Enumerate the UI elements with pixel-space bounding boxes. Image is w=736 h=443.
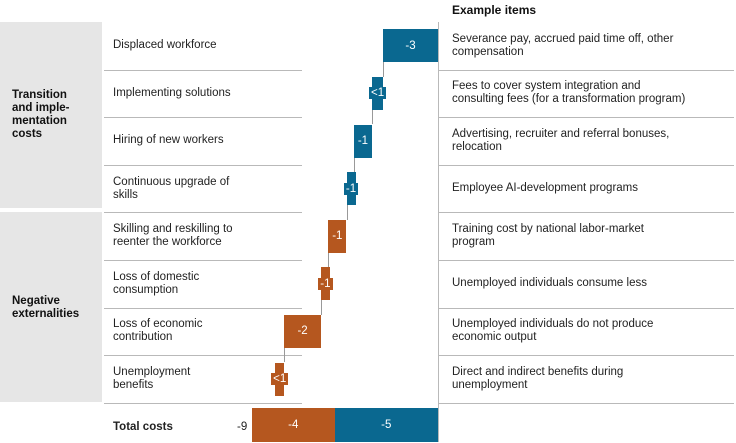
- waterfall-bar: -2: [284, 314, 321, 348]
- group-label-externalities: Negative externalities: [12, 295, 80, 320]
- connector-line: [372, 109, 374, 125]
- example-item: Employee AI-development programs: [452, 165, 727, 213]
- row-label-line: Loss of economic: [113, 318, 203, 331]
- waterfall-bar: <1: [369, 76, 387, 110]
- example-item: Unemployed individuals do not produce eco…: [452, 308, 727, 356]
- example-item: Advertising, recruiter and referral bonu…: [452, 117, 727, 165]
- bar-value-label: <1: [271, 373, 289, 385]
- bar-value-label: -2: [295, 325, 310, 338]
- row-label-line: Skilling and reskilling to: [113, 223, 233, 236]
- example-divider: [438, 307, 734, 309]
- example-item-line: Employee AI-development programs: [452, 182, 639, 195]
- row-divider: [104, 307, 302, 309]
- waterfall-bar: -3: [383, 29, 438, 63]
- row-label: Continuous upgrade of skills: [113, 165, 303, 213]
- total-bar-segment: -5: [334, 408, 438, 442]
- group-divider: [104, 212, 302, 214]
- bar-value-label: -1: [343, 182, 359, 195]
- example-item: Severance pay, accrued paid time off, ot…: [452, 22, 727, 70]
- waterfall-bar: -1: [318, 267, 333, 301]
- total-costs-value: -9: [237, 421, 248, 433]
- row-label-line: reenter the workforce: [113, 236, 222, 249]
- row-label: Hiring of new workers: [113, 117, 303, 165]
- example-items-header: Example items: [452, 3, 537, 17]
- example-divider: [438, 355, 734, 357]
- example-item-line: Unemployed individuals do not produce: [452, 318, 654, 331]
- example-item: Unemployed individuals consume less: [452, 260, 727, 308]
- example-divider: [438, 69, 734, 71]
- bar-value-label: <1: [369, 87, 387, 100]
- bar-value-label: -3: [403, 39, 418, 52]
- row-divider: [104, 117, 302, 119]
- connector-line: [346, 205, 348, 220]
- example-item-line: unemployment: [452, 378, 528, 391]
- row-label-line: Displaced workforce: [113, 39, 217, 52]
- example-item-line: relocation: [452, 140, 502, 153]
- example-divider: [438, 212, 734, 214]
- row-label-line: Unemployment: [113, 365, 191, 378]
- row-label-line: Continuous upgrade of: [113, 175, 230, 188]
- row-label: Implementing solutions: [113, 70, 303, 118]
- example-item: Direct and indirect benefits during unemp…: [452, 355, 727, 403]
- total-divider: [104, 403, 302, 404]
- connector-line: [320, 300, 322, 315]
- example-item-line: Severance pay, accrued paid time off, ot…: [452, 32, 674, 45]
- row-label-line: Hiring of new workers: [113, 134, 224, 147]
- row-label: Skilling and reskilling to reenter the wo…: [113, 212, 303, 260]
- zero-axis-line: [438, 22, 439, 442]
- waterfall-bar: -1: [343, 172, 359, 206]
- total-segment-label: -4: [288, 419, 299, 431]
- example-item-line: Direct and indirect benefits during: [452, 365, 624, 378]
- example-divider: [438, 260, 734, 261]
- connector-line: [353, 157, 355, 173]
- group-label-transition: Transition and imple- mentation costs: [12, 89, 70, 140]
- total-bar-segment: -4: [251, 408, 335, 442]
- row-label-line: contribution: [113, 331, 173, 344]
- total-costs-label: Total costs: [113, 421, 173, 433]
- row-divider: [104, 69, 302, 71]
- example-divider: [438, 117, 734, 119]
- bar-value-label: -1: [318, 277, 333, 290]
- row-label: Displaced workforce: [113, 22, 303, 70]
- row-label-line: Loss of domestic: [113, 270, 200, 283]
- total-segment-label: -5: [381, 419, 392, 431]
- row-label-line: skills: [113, 188, 138, 201]
- example-item-line: economic output: [452, 331, 537, 344]
- example-item-line: compensation: [452, 45, 524, 58]
- row-label: Loss of economic contribution: [113, 308, 303, 356]
- total-divider: [438, 403, 734, 404]
- example-divider: [438, 164, 734, 166]
- connector-line: [383, 62, 385, 77]
- group-bg-transition: [0, 22, 102, 208]
- example-item: Fees to cover system integration and cons…: [452, 70, 727, 118]
- example-item: Training cost by national labor-market pr…: [452, 212, 727, 260]
- waterfall-bar: -1: [353, 124, 373, 158]
- bar-value-label: -1: [330, 230, 345, 243]
- waterfall-bar: -1: [328, 219, 347, 253]
- example-item-line: Advertising, recruiter and referral bonu…: [452, 127, 670, 140]
- bar-value-label: -1: [355, 135, 371, 147]
- connector-line: [328, 252, 330, 268]
- row-divider: [104, 355, 302, 357]
- row-label: Unemployment benefits: [113, 355, 303, 403]
- example-item-line: program: [452, 236, 495, 249]
- example-item-line: Training cost by national labor-market: [452, 223, 644, 236]
- example-item-line: Unemployed individuals consume less: [452, 277, 647, 290]
- connector-line: [284, 347, 286, 363]
- example-item-line: Fees to cover system integration and: [452, 80, 641, 93]
- row-divider: [104, 164, 302, 166]
- row-divider: [104, 260, 302, 261]
- row-label: Loss of domestic consumption: [113, 260, 303, 308]
- row-label-line: benefits: [113, 378, 154, 391]
- example-item-line: consulting fees (for a transformation pr…: [452, 93, 686, 106]
- row-label-line: consumption: [113, 283, 179, 296]
- row-label-line: Implementing solutions: [113, 86, 231, 99]
- group-bg-externalities: [0, 212, 102, 402]
- waterfall-bar: <1: [271, 362, 289, 396]
